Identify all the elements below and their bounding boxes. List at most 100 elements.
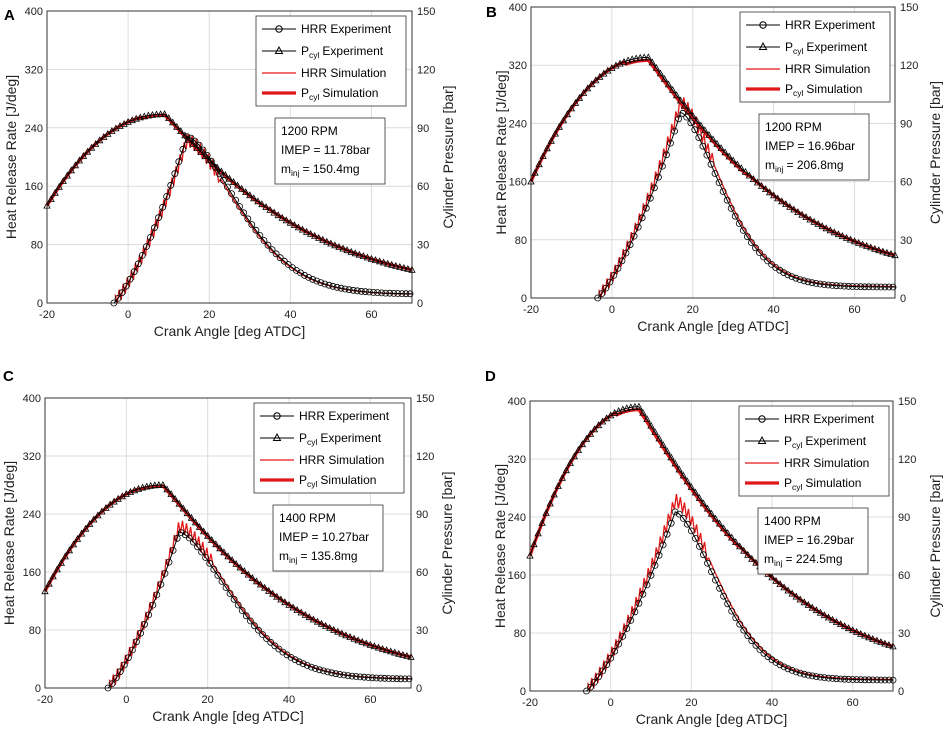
legend-marker-circle [273,412,281,420]
hrr-experiment-marker [240,209,248,217]
hrr-experiment-marker [598,290,606,298]
pcyl-experiment-marker [820,611,829,619]
hrr-experiment-marker [108,680,116,687]
y-tick-label: 160 [25,181,43,193]
pcyl-experiment-marker [889,642,897,650]
chart-panel-a: -20 0 20 40 600801602403204000306090120150Cr… [3,6,456,339]
pcyl-experiment-marker [254,197,262,205]
pcyl-experiment-marker [77,529,86,537]
hrr-experiment-marker [252,226,260,234]
hrr-experiment-marker [712,576,719,584]
pcyl-experiment-marker [782,200,790,207]
y2-tick-label: 30 [416,625,428,637]
hrr-experiment-marker [651,562,659,569]
pcyl-experiment-marker [67,166,75,174]
pcyl-experiment-marker [375,257,384,265]
pcyl-experiment-marker [717,144,725,151]
pcyl-experiment-marker [351,249,359,257]
plot-frame [46,10,413,304]
pcyl-experiment-marker [647,421,655,429]
hrr-experiment-marker [171,170,179,178]
pcyl-experiment-marker [579,89,588,96]
pcyl-experiment-marker [346,633,354,640]
pcyl-experiment-marker [221,171,230,178]
hrr-experiment-marker [203,151,211,159]
hrr-experiment-marker [663,151,670,159]
pcyl-experiment-marker [330,625,338,633]
pcyl-experiment-marker [749,175,758,182]
annotation-box [757,507,869,575]
hrr-experiment-marker [869,283,877,291]
hrr-experiment-marker [128,646,136,654]
hrr-experiment-marker [679,515,687,522]
hrr-experiment-marker [623,625,631,632]
hrr-experiment-marker [141,620,149,628]
pcyl-experiment-marker [721,148,729,156]
pcyl-experiment-marker [246,191,254,199]
hrr-experiment-marker [332,670,340,678]
hrr-experiment-marker [356,673,364,681]
hrr-experiment-marker [692,535,699,542]
pcyl-experiment-marker [86,520,94,527]
hrr-experiment-marker [813,673,820,680]
pcyl-experiment-marker [156,110,165,118]
hrr-experiment-marker [291,656,299,664]
pcyl-experiment-marker [836,620,845,627]
y2-tick-label: 0 [416,683,422,695]
hrr-experiment-marker [149,601,157,609]
pcyl-experiment-marker [757,181,766,189]
y-tick-label: 240 [508,512,526,524]
hrr-experiment-marker [877,676,885,684]
pcyl-experiment-marker [683,477,691,485]
hrr-experiment-marker [397,675,405,683]
pcyl-experiment-marker [224,552,232,560]
hrr-experiment-marker [345,286,353,294]
y2-tick-label: 150 [898,396,916,408]
hrr-experiment-marker [683,113,691,121]
pcyl-experiment-marker [75,156,84,164]
hrr-experiment-marker [341,285,349,293]
pcyl-experiment-marker [885,641,893,648]
pcyl-experiment-marker [800,598,808,606]
x-tick-label: 20 [202,694,214,706]
hrr-experiment-marker [764,257,771,265]
pcyl-experiment-marker [87,143,96,151]
hrr-experiment-marker [104,684,112,692]
hrr-experiment-marker [671,127,678,135]
hrr-experiment-marker [816,280,824,288]
pcyl-experiment-marker [853,628,861,635]
pcyl-experiment-marker [640,53,648,61]
hrr-experiment-marker [667,519,675,527]
annotation-imep: IMEP = 11.78bar [281,143,370,157]
legend-label-hrr-simulation: HRR Simulation [785,62,870,76]
hrr-experiment-marker [313,277,321,285]
pcyl-experiment-marker [173,122,181,130]
hrr-experiment-marker [151,224,158,232]
pcyl-experiment-marker [293,606,301,613]
hrr-experiment-marker [165,558,173,566]
y-tick-label: 400 [508,396,526,408]
hrr-experiment-marker [211,163,219,171]
y-axis-label: Heat Release Rate [J/deg] [493,70,509,234]
hrr-experiment-marker [349,286,357,294]
pcyl-experiment-marker [583,84,592,92]
pcyl-experiment-marker [382,646,391,654]
pcyl-experiment-marker [408,265,416,273]
series-pcyl-experiment [530,56,896,256]
pcyl-experiment-marker [679,471,687,479]
hrr-experiment-marker [719,188,727,195]
panel-label: C [3,368,14,385]
pcyl-experiment-marker [732,538,740,545]
pcyl-experiment-marker [846,235,855,243]
hrr-experiment-marker [173,534,181,542]
pcyl-experiment-marker [765,188,774,196]
pcyl-experiment-marker [69,540,78,548]
hrr-experiment-marker [244,215,252,223]
hrr-experiment-marker [307,663,315,671]
x-tick-label: 60 [848,304,860,316]
hrr-experiment-marker [340,671,348,679]
pcyl-experiment-marker [286,218,294,226]
hrr-experiment-marker [198,548,206,556]
hrr-experiment-marker [885,676,893,684]
pcyl-experiment-marker [705,130,713,138]
